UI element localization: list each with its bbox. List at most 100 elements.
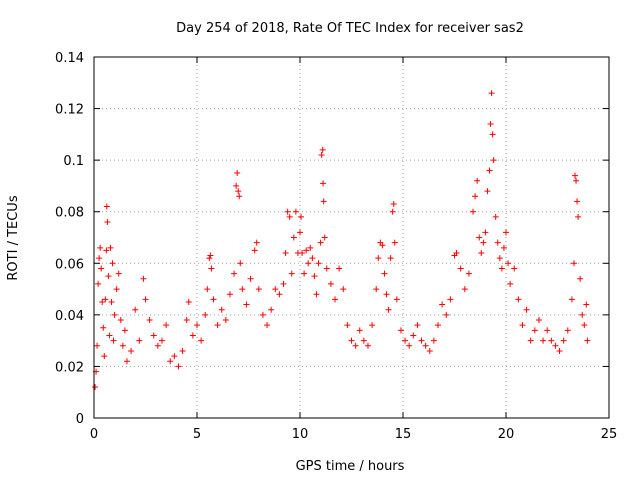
data-point bbox=[113, 286, 120, 293]
data-point bbox=[101, 353, 108, 360]
data-point bbox=[218, 306, 225, 313]
data-point bbox=[527, 337, 534, 344]
data-point bbox=[299, 249, 306, 256]
data-point bbox=[461, 286, 468, 293]
data-point bbox=[292, 208, 299, 215]
plot-frame bbox=[93, 56, 610, 419]
data-point bbox=[540, 337, 547, 344]
data-point bbox=[321, 234, 328, 241]
data-point bbox=[474, 177, 481, 184]
data-point bbox=[185, 298, 192, 305]
data-point bbox=[140, 275, 147, 282]
data-point bbox=[282, 249, 289, 256]
data-point bbox=[568, 296, 575, 303]
y-tick-label: 0.1 bbox=[63, 154, 84, 169]
data-point bbox=[119, 342, 126, 349]
data-point bbox=[552, 342, 559, 349]
data-point bbox=[290, 234, 297, 241]
data-point bbox=[222, 317, 229, 324]
data-point bbox=[564, 327, 571, 334]
data-point bbox=[206, 255, 213, 262]
data-point bbox=[307, 244, 314, 251]
data-point bbox=[572, 172, 579, 179]
data-point bbox=[301, 270, 308, 277]
data-point bbox=[385, 306, 392, 313]
data-point bbox=[255, 286, 262, 293]
data-point bbox=[317, 239, 324, 246]
data-point bbox=[171, 353, 178, 360]
data-point bbox=[375, 255, 382, 262]
data-point bbox=[136, 337, 143, 344]
data-point bbox=[418, 337, 425, 344]
data-point bbox=[99, 298, 106, 305]
data-point bbox=[402, 337, 409, 344]
data-point bbox=[305, 260, 312, 267]
data-point bbox=[128, 347, 135, 354]
y-tick-label: 0.14 bbox=[55, 51, 84, 66]
data-point bbox=[453, 249, 460, 256]
data-point bbox=[472, 193, 479, 200]
gridlines bbox=[94, 57, 609, 418]
data-point bbox=[98, 265, 105, 272]
data-point bbox=[435, 322, 442, 329]
x-tick-label: 0 bbox=[90, 427, 98, 442]
data-point bbox=[360, 337, 367, 344]
data-point bbox=[340, 286, 347, 293]
data-point bbox=[132, 306, 139, 313]
x-tick-label: 20 bbox=[498, 427, 515, 442]
data-point bbox=[344, 322, 351, 329]
data-point bbox=[496, 255, 503, 262]
data-point bbox=[573, 177, 580, 184]
data-point bbox=[369, 322, 376, 329]
data-point bbox=[239, 286, 246, 293]
data-point bbox=[486, 167, 493, 174]
data-point bbox=[389, 208, 396, 215]
data-point bbox=[234, 170, 241, 177]
data-point bbox=[309, 255, 316, 262]
data-point bbox=[247, 275, 254, 282]
data-point bbox=[320, 198, 327, 205]
data-point bbox=[414, 322, 421, 329]
data-point bbox=[194, 322, 200, 329]
data-point bbox=[198, 337, 205, 344]
data-point bbox=[387, 255, 394, 262]
data-point bbox=[94, 342, 101, 349]
data-point bbox=[560, 337, 567, 344]
data-point bbox=[272, 286, 279, 293]
data-point bbox=[478, 249, 485, 256]
data-point bbox=[484, 188, 491, 195]
data-point bbox=[457, 265, 464, 272]
data-point bbox=[519, 322, 526, 329]
data-point bbox=[311, 273, 318, 280]
data-point bbox=[104, 219, 111, 226]
data-point bbox=[233, 182, 240, 189]
data-point bbox=[163, 322, 170, 329]
data-point bbox=[214, 322, 221, 329]
data-point bbox=[264, 322, 271, 329]
y-axis-label: ROTI / TECUs bbox=[6, 195, 21, 280]
x-axis-label: GPS time / hours bbox=[296, 459, 405, 474]
data-point bbox=[544, 327, 551, 334]
data-point bbox=[548, 337, 555, 344]
x-tick-label: 10 bbox=[292, 427, 309, 442]
data-point bbox=[381, 270, 388, 277]
data-point bbox=[100, 324, 107, 331]
data-point bbox=[183, 317, 190, 324]
data-point bbox=[288, 270, 295, 277]
data-point bbox=[207, 252, 214, 259]
data-point bbox=[107, 244, 114, 251]
data-point bbox=[465, 270, 472, 277]
data-point bbox=[303, 247, 310, 254]
y-tick-label: 0.02 bbox=[55, 360, 84, 375]
y-axis-ticks: 0 0.02 0.04 0.06 0.08 0.1 0.12 0.14 bbox=[55, 51, 609, 427]
data-point bbox=[570, 260, 577, 267]
x-axis-ticks: 0 5 10 15 20 25 bbox=[90, 57, 617, 442]
data-point bbox=[489, 131, 496, 138]
y-tick-label: 0.04 bbox=[55, 309, 84, 324]
data-point bbox=[179, 347, 186, 354]
data-point bbox=[482, 229, 489, 236]
data-point bbox=[150, 332, 157, 339]
data-point bbox=[348, 337, 355, 344]
data-point bbox=[390, 200, 397, 207]
data-point bbox=[97, 244, 104, 251]
